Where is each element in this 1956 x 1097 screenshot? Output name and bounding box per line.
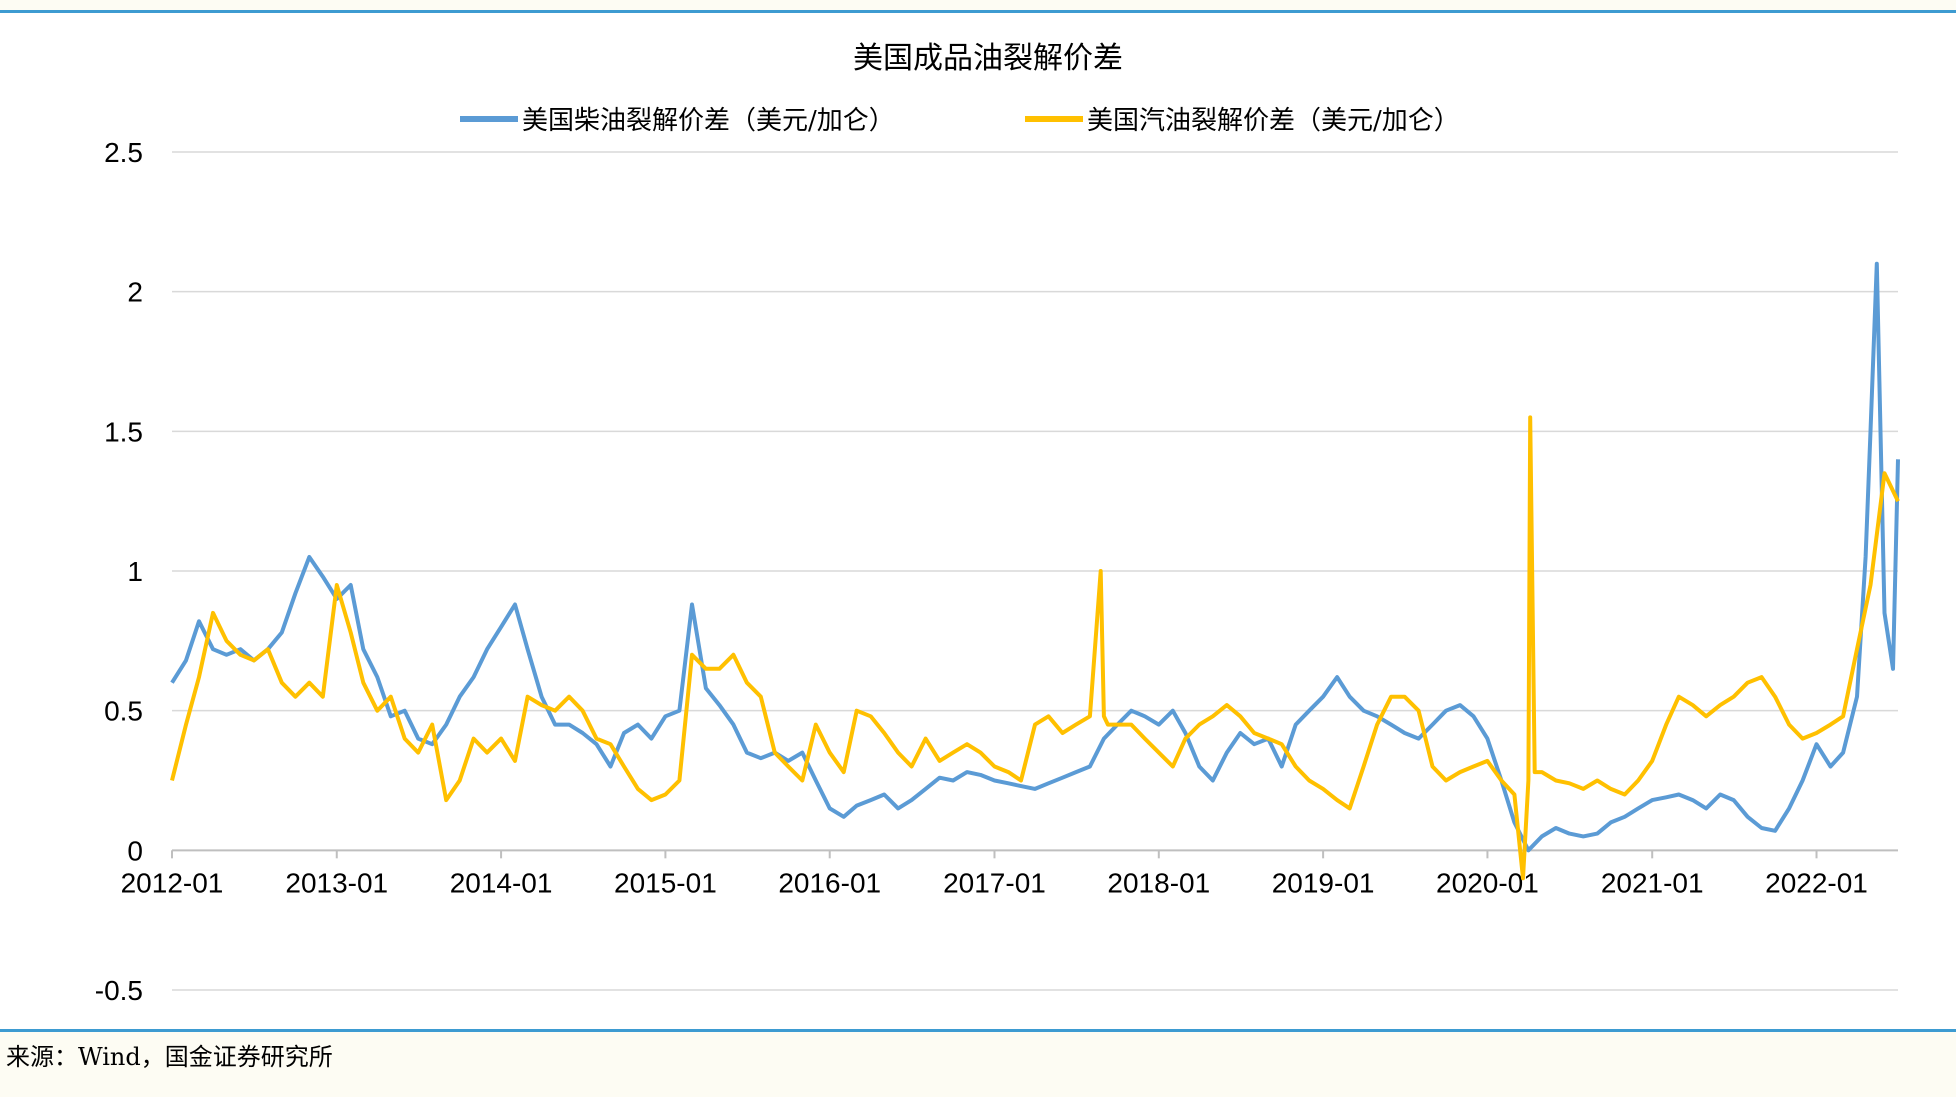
x-axis-ticks: 2012-01 2013-01 2014-01 2015-01 2016-01 2017-… — [121, 850, 1868, 898]
y-tick-label: 0 — [127, 835, 143, 866]
chart-frame — [0, 10, 1956, 1032]
legend-label-gasoline: 美国汽油裂解价差（美元/加仑） — [1087, 106, 1460, 136]
series-line-diesel — [170, 261, 1900, 853]
x-tick-label: 2017-01 — [943, 867, 1046, 898]
chart-title: 美国成品油裂解价差 — [853, 41, 1123, 76]
x-tick-label: 2021-01 — [1601, 867, 1704, 898]
source-note: 来源：Wind，国金证券研究所 — [6, 1043, 333, 1071]
legend-label-diesel: 美国柴油裂解价差（美元/加仑） — [522, 106, 895, 136]
y-tick-label: 1 — [127, 556, 143, 587]
x-tick-label: 2016-01 — [778, 867, 881, 898]
x-tick-label: 2014-01 — [450, 867, 553, 898]
series-lines — [170, 261, 1900, 881]
y-tick-label: 2.5 — [104, 137, 143, 168]
grid-lines — [172, 151, 1898, 991]
y-tick-label: 0.5 — [104, 696, 143, 727]
y-tick-label: 2 — [127, 277, 143, 308]
x-tick-label: 2013-01 — [285, 867, 388, 898]
y-tick-label: 1.5 — [104, 416, 143, 447]
x-tick-label: 2022-01 — [1765, 867, 1868, 898]
legend: 美国柴油裂解价差（美元/加仑） 美国汽油裂解价差（美元/加仑） — [460, 106, 1460, 136]
x-tick-label: 2015-01 — [614, 867, 717, 898]
series-line-gasoline — [170, 415, 1900, 881]
x-tick-label: 2019-01 — [1272, 867, 1375, 898]
chart-svg: 美国成品油裂解价差 美国柴油裂解价差（美元/加仑） 美国汽油裂解价差（美元/加仑… — [95, 41, 1900, 1006]
y-axis-ticks: 2.5 2 1.5 1 0.5 0 -0.5 — [95, 137, 143, 1006]
y-tick-label: -0.5 — [95, 975, 143, 1006]
x-tick-label: 2018-01 — [1107, 867, 1210, 898]
x-tick-label: 2012-01 — [121, 867, 224, 898]
